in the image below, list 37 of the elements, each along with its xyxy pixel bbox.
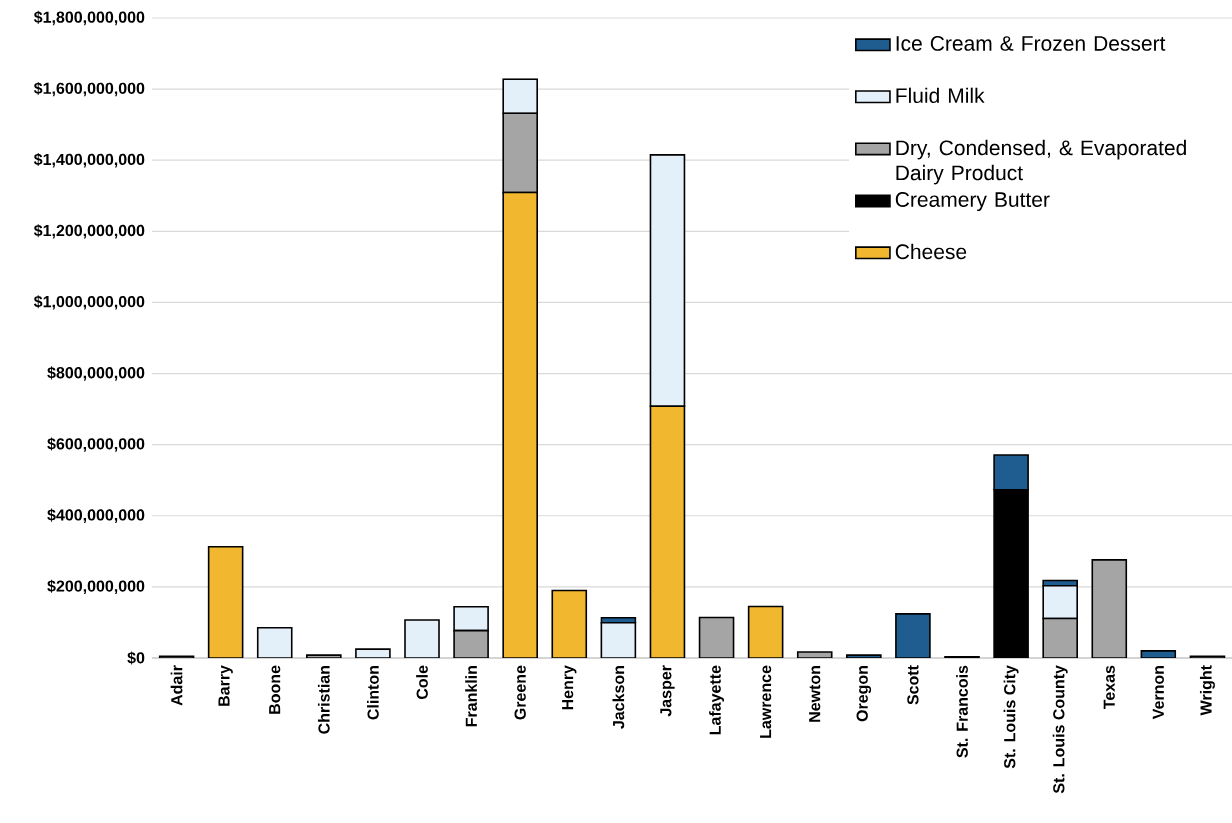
y-tick-label: $1,800,000,000 (33, 10, 145, 26)
legend-label: Ice Cream & Frozen Dessert (896, 36, 1166, 51)
x-tick-label: Newton (809, 666, 821, 722)
legend-label: Creamery Butter (895, 192, 1050, 212)
y-tick-label: $200,000,000 (47, 579, 145, 595)
x-tick-label: Christian (317, 666, 330, 734)
y-tick-label: $0 (127, 651, 145, 665)
x-tick-label: Adair (170, 665, 183, 706)
legend-label: Fluid Milk (896, 87, 985, 104)
x-tick-label: Barry (218, 665, 233, 706)
x-tick-label: Greene (514, 665, 526, 720)
x-tick-label: Oregon (856, 666, 872, 722)
x-tick-label: Wright (1199, 665, 1215, 716)
x-tick-label: Franklin (465, 666, 477, 727)
x-tick-label: Boone (269, 665, 281, 714)
y-tick-label: $600,000,000 (47, 437, 145, 452)
x-tick-label: Jackson (612, 666, 625, 729)
x-tick-label: Jasper (660, 665, 675, 717)
y-tick-label: $1,200,000,000 (33, 224, 145, 239)
x-tick-label: Clinton (367, 666, 379, 720)
x-tick-label: St. Louis City (1003, 665, 1019, 769)
x-tick-label: Cole (416, 665, 428, 700)
x-tick-label: Lawrence (760, 665, 772, 738)
y-tick-label: $1,600,000,000 (33, 81, 145, 97)
x-tick-label: Scott (907, 665, 919, 705)
legend-label: Dry, Condensed, & Evaporated Dairy Product (896, 139, 1186, 185)
y-tick-label: $800,000,000 (47, 366, 145, 381)
x-tick-label: Texas (1103, 665, 1115, 710)
x-tick-label: Henry (562, 665, 577, 710)
y-tick-label: $1,000,000,000 (33, 295, 145, 310)
x-tick-label: St. Louis County (1052, 665, 1068, 794)
legend-label: Cheese (895, 243, 967, 260)
y-tick-label: $400,000,000 (47, 508, 145, 523)
x-tick-label: Vernon (1152, 666, 1164, 720)
x-tick-label: St. Francois (956, 665, 968, 758)
y-tick-label: $1,400,000,000 (33, 153, 145, 168)
x-tick-label: Lafayette (709, 665, 725, 735)
